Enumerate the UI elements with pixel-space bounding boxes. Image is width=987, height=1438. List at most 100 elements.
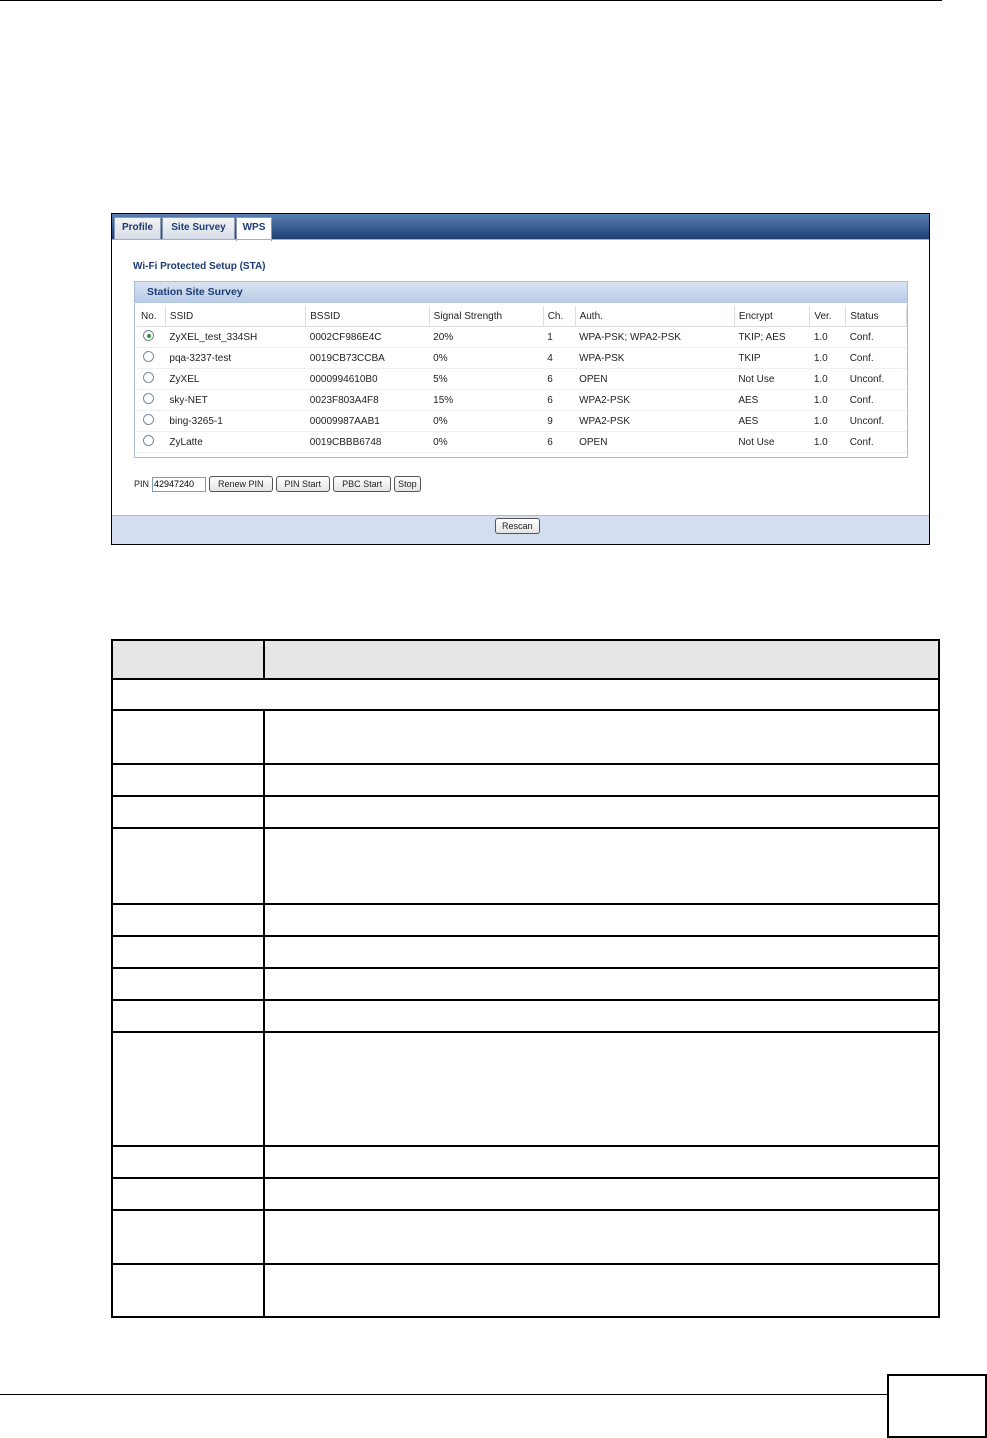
stop-button[interactable]: Stop <box>394 476 421 492</box>
ssid-cell: bing-3265-1 <box>165 410 306 432</box>
header-cell-description <box>263 639 940 680</box>
tab-bar: Profile Site Survey WPS <box>112 214 929 241</box>
select-radio[interactable] <box>143 435 154 446</box>
signal-cell: 15% <box>429 389 544 411</box>
select-radio[interactable] <box>143 330 154 341</box>
renew-pin-button[interactable]: Renew PIN <box>209 476 273 492</box>
ch-cell: 1 <box>543 326 576 348</box>
ssid-cell: ZyXEL_test_334SH <box>165 326 306 348</box>
description-cell <box>263 935 940 969</box>
ssid-cell: ZyLatte <box>165 431 306 453</box>
auth-cell: WPA-PSK; WPA2-PSK <box>575 326 735 348</box>
table-row: sky-NET 0023F803A4F8 15% 6 WPA2-PSK AES 1.0 Con… <box>137 389 907 411</box>
encrypt-cell: TKIP; AES <box>734 326 810 348</box>
auth-cell: WPA2-PSK <box>575 410 735 432</box>
ch-cell: 6 <box>543 389 576 411</box>
ch-cell: 6 <box>543 431 576 453</box>
ver-cell: 1.0 <box>809 326 846 348</box>
table-row <box>111 967 940 1001</box>
panel-header: Station Site Survey <box>135 282 907 303</box>
signal-cell: 0% <box>429 431 544 453</box>
signal-cell: 5% <box>429 368 544 390</box>
pin-start-button[interactable]: PIN Start <box>275 476 331 492</box>
column-header: Ver. <box>809 306 847 327</box>
label-cell <box>111 935 265 969</box>
ssid-cell: pqa-3237-test <box>165 347 306 369</box>
column-header: No. <box>137 306 166 327</box>
signal-cell: 0% <box>429 410 544 432</box>
label-cell <box>111 709 265 765</box>
column-header: Encrypt <box>734 306 811 327</box>
status-cell: Conf. <box>845 389 907 411</box>
select-cell <box>137 326 166 348</box>
label-cell <box>111 1145 265 1179</box>
table-row: pqa-3237-test 0019CB73CCBA 0% 4 WPA-PSK TKIP 1… <box>137 347 907 369</box>
column-header: BSSID <box>305 306 430 327</box>
encrypt-cell: AES <box>734 410 810 432</box>
tab-site-survey[interactable]: Site Survey <box>162 217 235 239</box>
description-table <box>111 639 940 1318</box>
footer-rule <box>0 1394 887 1395</box>
description-cell <box>263 1209 940 1265</box>
pin-input[interactable] <box>152 476 207 492</box>
bssid-cell: 0000994610B0 <box>305 368 430 390</box>
status-cell: Conf. <box>845 326 907 348</box>
bssid-cell: 0002CF986E4C <box>305 326 430 348</box>
table-row: ZyXEL_test_334SH 0002CF986E4C 20% 1 WPA-PSK;… <box>137 326 907 348</box>
column-header: Ch. <box>543 306 576 327</box>
table-row <box>111 1209 940 1265</box>
ch-cell: 4 <box>543 347 576 369</box>
table-row <box>111 1145 940 1179</box>
select-radio[interactable] <box>143 393 154 404</box>
auth-cell: WPA-PSK <box>575 347 735 369</box>
table-row <box>111 1177 940 1211</box>
signal-cell: 0% <box>429 347 544 369</box>
encrypt-cell: Not Use <box>734 431 810 453</box>
description-cell <box>263 1177 940 1211</box>
ver-cell: 1.0 <box>809 410 846 432</box>
header-rule <box>0 0 942 1</box>
bssid-cell: 0019CB73CCBA <box>305 347 430 369</box>
section-row <box>111 678 940 711</box>
panel-title: Station Site Survey <box>147 286 243 298</box>
ssid-cell: sky-NET <box>165 389 306 411</box>
select-radio[interactable] <box>143 372 154 383</box>
bottom-bar: Rescan <box>112 515 929 544</box>
ssid-cell: ZyXEL <box>165 368 306 390</box>
header-cell-label <box>111 639 265 680</box>
encrypt-cell: AES <box>734 389 810 411</box>
ch-cell: 6 <box>543 368 576 390</box>
column-header: Auth. <box>575 306 735 327</box>
table-row <box>111 935 940 969</box>
station-site-survey-panel: Station Site Survey No. SSID BSSID Signal S… <box>134 281 908 458</box>
label-cell <box>111 999 265 1033</box>
select-radio[interactable] <box>143 351 154 362</box>
description-cell <box>263 903 940 937</box>
status-cell: Unconf. <box>845 368 907 390</box>
signal-cell: 20% <box>429 326 544 348</box>
tab-profile[interactable]: Profile <box>114 217 161 239</box>
bssid-cell: 0023F803A4F8 <box>305 389 430 411</box>
table-row: bing-3265-1 00009987AAB1 0% 9 WPA2-PSK AES 1.0… <box>137 410 907 432</box>
status-cell: Conf. <box>845 431 907 453</box>
select-radio[interactable] <box>143 414 154 425</box>
auth-cell: OPEN <box>575 368 735 390</box>
status-cell: Unconf. <box>845 410 907 432</box>
description-cell <box>263 999 940 1033</box>
description-cell <box>263 709 940 765</box>
label-cell <box>111 1209 265 1265</box>
tab-wps[interactable]: WPS <box>236 217 272 241</box>
column-header: Signal Strength <box>429 306 544 327</box>
description-cell <box>263 827 940 905</box>
rescan-button[interactable]: Rescan <box>495 518 540 534</box>
label-cell <box>111 903 265 937</box>
bssid-cell: 0019CBBB6748 <box>305 431 430 453</box>
pbc-start-button[interactable]: PBC Start <box>333 476 392 492</box>
table-row <box>111 795 940 829</box>
column-header: Status <box>845 306 907 327</box>
status-cell: Conf. <box>845 347 907 369</box>
encrypt-cell: TKIP <box>734 347 810 369</box>
description-cell <box>263 795 940 829</box>
encrypt-cell: Not Use <box>734 368 810 390</box>
select-cell <box>137 347 166 369</box>
